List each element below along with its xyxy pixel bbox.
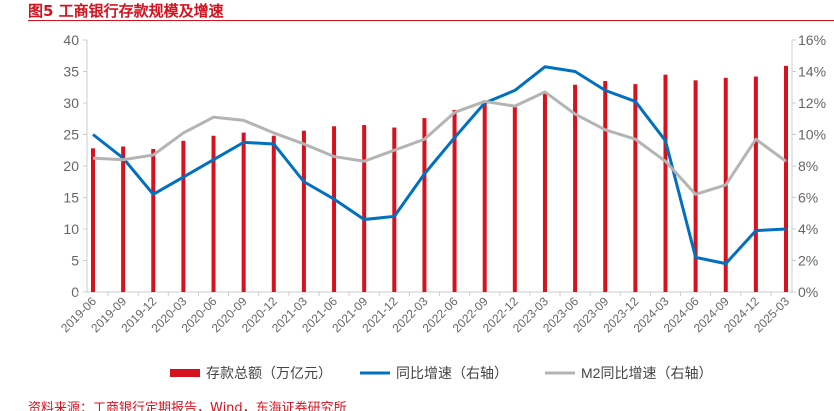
left-tick-label: 40 <box>63 32 79 48</box>
right-tick-label: 6% <box>798 190 818 206</box>
source-note: 资料来源：工商银行定期报告，Wind，东海证券研究所 <box>28 401 347 411</box>
bar <box>693 80 698 292</box>
legend-swatch <box>170 369 200 377</box>
bar <box>392 127 397 292</box>
bar <box>753 76 758 292</box>
bar <box>362 125 367 292</box>
legend-label: 同比增速（右轴） <box>396 365 508 381</box>
bar <box>241 132 246 292</box>
bar <box>482 103 487 292</box>
chart: 05101520253035400%2%4%6%8%10%12%14%16%20… <box>58 32 826 381</box>
bar <box>422 118 427 293</box>
right-tick-label: 8% <box>798 158 818 174</box>
bar <box>181 140 186 292</box>
left-tick-label: 25 <box>63 127 79 143</box>
bar <box>332 126 337 292</box>
left-tick-label: 35 <box>63 64 79 80</box>
bar <box>91 148 95 292</box>
bar <box>663 74 668 293</box>
right-tick-label: 4% <box>798 221 818 237</box>
right-tick-label: 12% <box>798 95 826 111</box>
left-tick-label: 0 <box>71 284 79 300</box>
bar <box>271 135 276 292</box>
bar <box>573 84 578 292</box>
bar <box>151 148 156 292</box>
figure-title: 图5 工商银行存款规模及增速 <box>28 2 224 20</box>
left-tick-label: 30 <box>63 95 79 111</box>
right-tick-label: 16% <box>798 32 826 48</box>
left-tick-label: 10 <box>63 221 79 237</box>
bar <box>452 109 457 293</box>
right-tick-label: 0% <box>798 284 818 300</box>
legend-label: M2同比增速（右轴） <box>581 365 712 381</box>
left-tick-label: 15 <box>63 190 79 206</box>
series-line <box>92 90 787 196</box>
bar <box>211 135 216 292</box>
bar <box>121 146 126 292</box>
bar <box>512 105 517 293</box>
legend-label: 存款总额（万亿元） <box>206 365 332 381</box>
left-tick-label: 20 <box>63 158 79 174</box>
title-divider <box>28 20 834 21</box>
bar <box>633 84 638 292</box>
bar <box>542 92 547 292</box>
bar <box>603 80 608 292</box>
series-line <box>92 65 787 266</box>
right-tick-label: 14% <box>798 64 826 80</box>
right-tick-label: 10% <box>798 127 826 143</box>
bar <box>784 65 788 292</box>
bar <box>301 130 306 292</box>
right-tick-label: 2% <box>798 253 818 269</box>
left-tick-label: 5 <box>71 253 79 269</box>
